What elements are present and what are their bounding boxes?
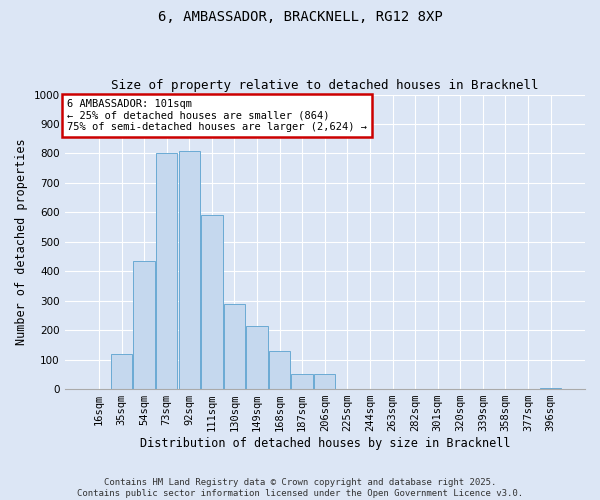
Bar xyxy=(201,216,223,389)
Bar xyxy=(540,388,562,389)
Bar xyxy=(179,150,200,389)
Text: 6, AMBASSADOR, BRACKNELL, RG12 8XP: 6, AMBASSADOR, BRACKNELL, RG12 8XP xyxy=(158,10,442,24)
Bar xyxy=(111,354,132,389)
Bar xyxy=(314,374,335,389)
Text: Contains HM Land Registry data © Crown copyright and database right 2025.
Contai: Contains HM Land Registry data © Crown c… xyxy=(77,478,523,498)
Bar xyxy=(246,326,268,389)
X-axis label: Distribution of detached houses by size in Bracknell: Distribution of detached houses by size … xyxy=(140,437,510,450)
Bar xyxy=(224,304,245,389)
Text: 6 AMBASSADOR: 101sqm
← 25% of detached houses are smaller (864)
75% of semi-deta: 6 AMBASSADOR: 101sqm ← 25% of detached h… xyxy=(67,99,367,132)
Bar xyxy=(156,154,178,389)
Bar xyxy=(269,351,290,389)
Title: Size of property relative to detached houses in Bracknell: Size of property relative to detached ho… xyxy=(111,79,539,92)
Bar xyxy=(292,374,313,389)
Y-axis label: Number of detached properties: Number of detached properties xyxy=(15,138,28,345)
Bar xyxy=(133,261,155,389)
